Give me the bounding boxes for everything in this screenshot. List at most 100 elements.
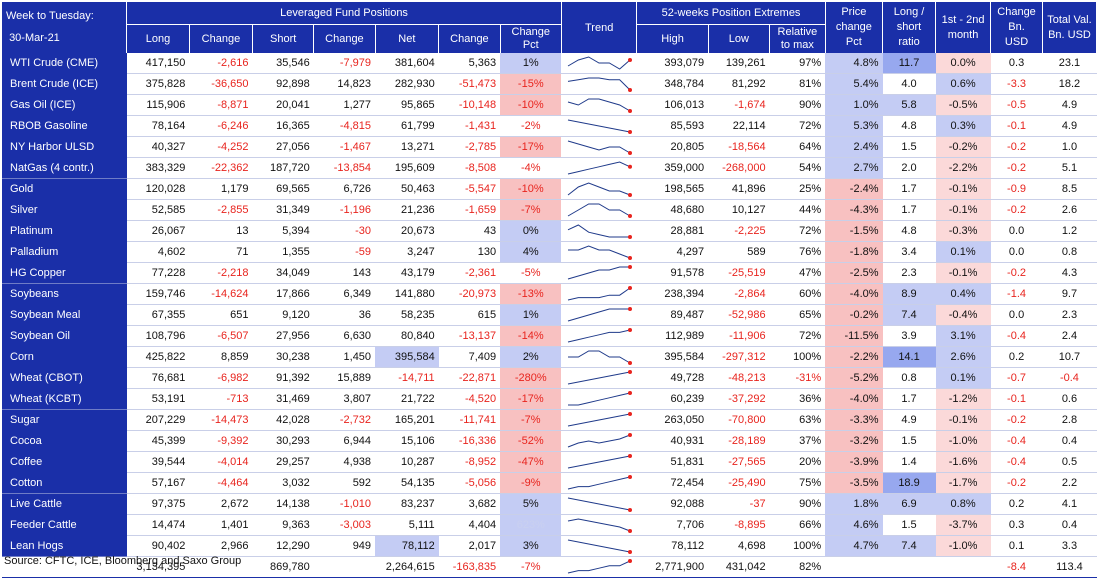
- short-change-cell: 36: [313, 304, 376, 326]
- table-row: Wheat (KCBT) 53,191 -713 31,469 3,807 21,722-…: [2, 388, 1097, 410]
- long-change-cell: -2,218: [189, 262, 253, 284]
- sparkline-icon: [568, 559, 633, 574]
- change-pct-cell: -7%: [500, 409, 562, 431]
- short-cell: 12,290: [252, 535, 314, 557]
- net-cell: 15,106: [375, 430, 439, 452]
- net-cell: 141,880: [375, 283, 439, 305]
- short-cell: 91,392: [252, 367, 314, 389]
- sparkline-icon: [568, 286, 633, 301]
- low-cell: -70,800: [708, 409, 770, 431]
- price-change-cell: -2.4%: [825, 178, 883, 200]
- net-change-cell: -13,137: [438, 325, 501, 347]
- net-change-cell: -2,785: [438, 136, 501, 158]
- row-name: Feeder Cattle: [2, 514, 127, 536]
- price-change-cell: -3.3%: [825, 409, 883, 431]
- change-pct-cell: -4%: [500, 157, 562, 179]
- short-change-cell: -4,815: [313, 115, 376, 137]
- net-change-cell: 2,017: [438, 535, 501, 557]
- high-cell: 89,487: [636, 304, 709, 326]
- low-cell: -25,490: [708, 472, 770, 494]
- price-change-cell: -4.0%: [825, 283, 883, 305]
- short-change-cell: 1,450: [313, 346, 376, 368]
- change-bn-cell: 0.0: [990, 241, 1043, 263]
- short-change-cell: 3,807: [313, 388, 376, 410]
- trend-cell: [561, 220, 637, 242]
- rel-max-cell: 75%: [769, 472, 826, 494]
- row-name: NatGas (4 contr.): [2, 157, 127, 179]
- rel-max-cell: 90%: [769, 94, 826, 116]
- row-name: WTI Crude (CME): [2, 53, 127, 74]
- short-change-cell: 1,277: [313, 94, 376, 116]
- ls-ratio-cell: 1.7: [882, 178, 936, 200]
- high-cell: 51,831: [636, 451, 709, 473]
- low-cell: -52,986: [708, 304, 770, 326]
- change-bn-cell: -0.2: [990, 409, 1043, 431]
- net-cell: -14,711: [375, 367, 439, 389]
- sparkline-icon: [567, 433, 633, 448]
- change-pct-cell: -17%: [500, 388, 562, 410]
- sparkline-line: [568, 560, 631, 574]
- sparkline-icon: [568, 454, 633, 469]
- short-change-cell: 143: [313, 262, 376, 284]
- trend-header: Trend: [561, 2, 638, 53]
- change-pct-cell: 4%: [500, 241, 562, 263]
- short-cell: 187,720: [252, 157, 314, 179]
- row-name: Platinum: [2, 220, 127, 242]
- rel-max-cell: 76%: [769, 241, 826, 263]
- low-cell: -2,864: [708, 283, 770, 305]
- long-change-cell: -14,624: [189, 283, 253, 305]
- sparkline-icon: [568, 539, 633, 554]
- low-cell: 589: [708, 241, 770, 263]
- short-change-cell: -1,467: [313, 136, 376, 158]
- row-name: Soybean Meal: [2, 304, 127, 326]
- change-bn-cell: -3.3: [990, 73, 1043, 95]
- price-change-cell: -4.0%: [825, 388, 883, 410]
- table-row: Soybean Meal 67,355 651 9,120 36 58,235 615 1% 8…: [2, 304, 1097, 326]
- total-val-cell: 2.4: [1042, 325, 1097, 347]
- total-val-cell: -0.4: [1042, 367, 1097, 389]
- sparkline-icon: [567, 224, 633, 239]
- table-row: Soybean Oil 108,796 -6,507 27,956 6,630 80,84…: [2, 325, 1097, 347]
- row-name: Palladium: [2, 241, 127, 263]
- ls-ratio-cell: 7.4: [882, 304, 936, 326]
- sparkline-icon: [568, 412, 633, 427]
- table-row: RBOB Gasoline 78,164 -6,246 16,365 -4,815 61,…: [2, 115, 1097, 137]
- ls-ratio-cell: 1.5: [882, 514, 936, 536]
- month-spread-cell: -1.2%: [935, 388, 991, 410]
- high-header: High: [636, 24, 709, 53]
- total-low-cell: 431,042: [708, 556, 770, 578]
- sparkline-icon: [568, 391, 633, 406]
- long-change-cell: 1,401: [189, 514, 253, 536]
- table-row: Sugar 207,229 -14,473 42,028 -2,732 165,201 -1…: [2, 409, 1097, 431]
- high-cell: 49,728: [636, 367, 709, 389]
- high-cell: 263,050: [636, 409, 709, 431]
- row-name: NY Harbor ULSD: [2, 136, 127, 158]
- trend-cell: [561, 493, 637, 515]
- table-row: Lean Hogs 90,402 2,966 12,290 949 78,112 2,017…: [2, 535, 1097, 557]
- change-bn-cell: -0.2: [990, 199, 1043, 221]
- month-spread-header: 1st - 2nd month: [935, 2, 992, 53]
- rel-max-cell: 36%: [769, 388, 826, 410]
- sparkline-icon: [567, 56, 633, 70]
- month-spread-cell: 0.3%: [935, 115, 991, 137]
- rel-max-cell: 100%: [769, 535, 826, 557]
- low-cell: 139,261: [708, 53, 770, 74]
- sparkline-last-point: [628, 286, 633, 290]
- change-bn-cell: 0.0: [990, 220, 1043, 242]
- rel-max-cell: 47%: [769, 262, 826, 284]
- long-change-cell: -6,507: [189, 325, 253, 347]
- row-name: Gas Oil (ICE): [2, 94, 127, 116]
- total-high-cell: 2,771,900: [636, 556, 709, 578]
- total-val-cell: 4.1: [1042, 493, 1097, 515]
- sparkline-line: [568, 392, 631, 406]
- net-cell: 195,609: [375, 157, 439, 179]
- group-leveraged-header: Leveraged Fund Positions: [126, 2, 562, 25]
- high-cell: 7,706: [636, 514, 709, 536]
- short-change-cell: -59: [313, 241, 376, 263]
- short-change-cell: -30: [313, 220, 376, 242]
- month-spread-cell: -0.4%: [935, 304, 991, 326]
- total-long-cell: 3,134,395: [126, 556, 190, 578]
- short-cell: 14,138: [252, 493, 314, 515]
- month-spread-cell: 0.1%: [935, 367, 991, 389]
- short-cell: 20,041: [252, 94, 314, 116]
